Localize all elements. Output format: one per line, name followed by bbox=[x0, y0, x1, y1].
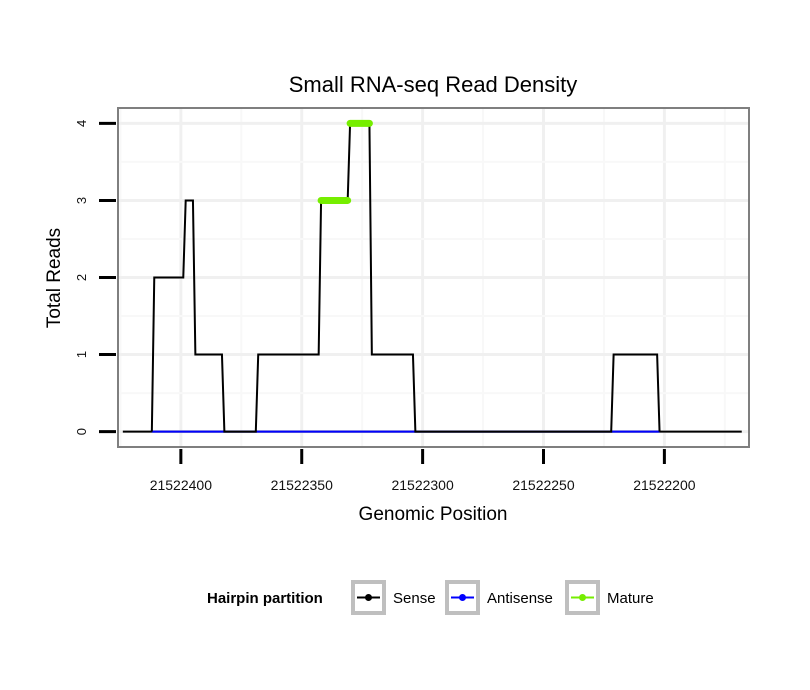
y-tick-label: 2 bbox=[74, 274, 89, 281]
y-tick-label: 0 bbox=[74, 428, 89, 435]
series-line-sense bbox=[150, 122, 661, 433]
y-axis-title: Total Reads bbox=[44, 228, 65, 328]
legend-point-mature bbox=[579, 594, 586, 601]
y-axis: 0 1 2 3 4 bbox=[74, 120, 116, 435]
y-tick-label: 3 bbox=[74, 197, 89, 204]
plot-border bbox=[117, 107, 750, 448]
legend-point-sense bbox=[365, 594, 372, 601]
legend-item-antisense: Antisense bbox=[445, 580, 553, 615]
x-tick-label: 21522200 bbox=[633, 477, 696, 493]
legend-title: Hairpin partition bbox=[207, 590, 323, 607]
x-tick-label: 21522250 bbox=[512, 477, 575, 493]
legend: Hairpin partition Sense Antisense Mature bbox=[207, 580, 654, 615]
x-tick-label: 21522350 bbox=[271, 477, 334, 493]
legend-point-antisense bbox=[459, 594, 466, 601]
legend-label-sense: Sense bbox=[393, 590, 436, 607]
legend-item-mature: Mature bbox=[565, 580, 654, 615]
x-axis-title: Genomic Position bbox=[359, 504, 508, 525]
legend-item-sense: Sense bbox=[351, 580, 436, 615]
x-tick-label: 21522300 bbox=[391, 477, 454, 493]
x-tick-label: 21522400 bbox=[150, 477, 213, 493]
legend-label-mature: Mature bbox=[607, 590, 654, 607]
y-tick-label: 4 bbox=[74, 120, 89, 127]
y-tick-label: 1 bbox=[74, 351, 89, 358]
series-layer bbox=[122, 119, 742, 433]
legend-label-antisense: Antisense bbox=[487, 590, 553, 607]
chart-title: Small RNA-seq Read Density bbox=[289, 72, 578, 97]
x-axis: 21522400 21522350 21522300 21522250 21522200 bbox=[150, 449, 696, 493]
